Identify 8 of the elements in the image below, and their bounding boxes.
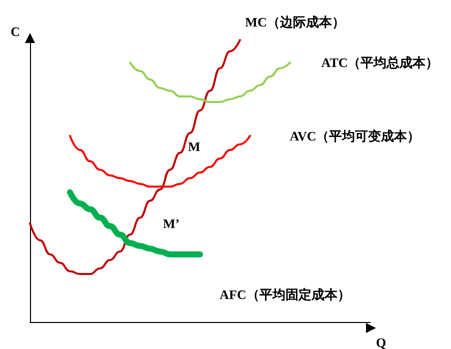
- annotation: M’: [163, 216, 180, 231]
- annotation: M: [188, 139, 200, 154]
- series-label: MC（边际成本）: [245, 14, 345, 30]
- text: AFC（平均固定成本）: [220, 286, 350, 302]
- text: AVC（平均可变成本）: [290, 128, 420, 144]
- text: ATC（平均总成本）: [321, 55, 439, 70]
- x-axis-title: Q: [376, 335, 386, 349]
- y-axis-title: C: [10, 24, 20, 39]
